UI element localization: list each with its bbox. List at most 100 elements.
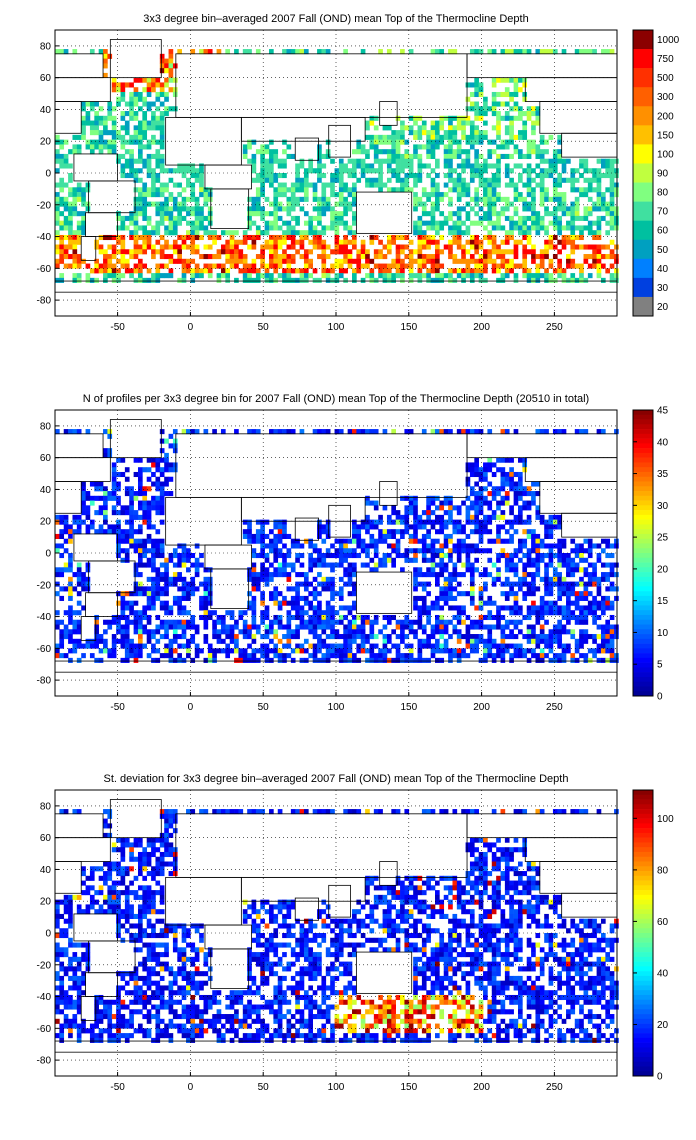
data-cell: [566, 581, 571, 587]
data-cell: [190, 239, 196, 245]
data-cell: [526, 491, 532, 497]
data-cell: [190, 586, 196, 592]
data-cell: [426, 139, 431, 145]
data-cell: [264, 158, 270, 164]
data-cell: [321, 273, 327, 279]
data-cell: [242, 619, 248, 625]
data-cell: [496, 457, 501, 463]
data-cell: [321, 254, 327, 260]
data-cell: [365, 614, 370, 621]
data-cell: [212, 624, 217, 630]
data-cell: [151, 254, 156, 260]
data-cell: [609, 206, 615, 212]
data-cell: [116, 548, 121, 554]
data-cell: [164, 63, 169, 69]
data-cell: [76, 149, 82, 155]
data-cell: [491, 562, 497, 568]
data-cell: [247, 144, 252, 150]
data-cell: [539, 605, 545, 611]
data-cell: [273, 648, 279, 654]
data-cell: [592, 605, 597, 611]
data-cell: [72, 529, 78, 535]
data-cell: [439, 115, 445, 121]
data-cell: [600, 254, 606, 260]
data-cell: [417, 548, 423, 554]
data-cell: [103, 268, 108, 274]
data-cell: [312, 548, 318, 554]
data-cell: [461, 130, 466, 136]
data-cell: [63, 249, 69, 255]
data-cell: [487, 163, 493, 169]
data-cell: [456, 244, 462, 250]
data-cell: [435, 125, 440, 131]
data-cell: [570, 220, 576, 226]
data-cell: [172, 63, 178, 69]
data-cell: [478, 595, 484, 601]
data-cell: [487, 215, 493, 221]
data-cell: [421, 519, 427, 525]
data-cell: [404, 514, 410, 520]
data-cell: [247, 533, 252, 539]
data-cell: [308, 562, 314, 568]
data-cell: [443, 567, 449, 573]
data-cell: [352, 629, 357, 635]
data-cell: [491, 173, 497, 179]
data-cell: [295, 49, 300, 55]
data-cell: [146, 653, 152, 659]
data-cell: [408, 505, 414, 511]
data-cell: [509, 591, 514, 597]
data-cell: [177, 211, 182, 217]
data-cell: [356, 553, 362, 559]
data-cell: [491, 268, 497, 274]
data-cell: [478, 538, 484, 544]
data-cell: [439, 529, 445, 535]
data-cell: [448, 634, 453, 640]
data-cell: [496, 643, 501, 649]
data-cell: [417, 610, 423, 616]
data-cell: [352, 657, 357, 663]
data-cell: [286, 553, 292, 559]
data-cell: [487, 254, 493, 260]
data-cell: [579, 634, 584, 640]
data-cell: [312, 215, 318, 221]
panel-profile-count: N of profiles per 3x3 degree bin for 200…: [0, 380, 696, 760]
data-cell: [59, 182, 65, 188]
data-cell: [251, 206, 257, 212]
data-cell: [295, 624, 300, 630]
data-cell: [321, 230, 327, 236]
data-cell: [426, 163, 431, 169]
data-cell: [352, 215, 357, 221]
data-cell: [194, 562, 200, 568]
data-cell: [111, 467, 117, 473]
data-cell: [587, 182, 593, 188]
data-cell: [469, 168, 475, 174]
data-cell: [107, 130, 113, 136]
data-cell: [509, 471, 514, 478]
data-cell: [443, 182, 449, 188]
data-cell: [391, 519, 396, 525]
data-cell: [539, 595, 545, 601]
data-cell: [247, 234, 252, 241]
data-cell: [81, 653, 86, 659]
data-cell: [426, 643, 431, 649]
data-cell: [142, 115, 148, 121]
data-cell: [343, 643, 348, 649]
data-cell: [552, 49, 558, 55]
data-cell: [382, 538, 388, 544]
data-cell: [242, 258, 248, 264]
data-cell: [391, 158, 396, 164]
data-cell: [605, 244, 611, 250]
data-cell: [338, 192, 344, 198]
data-cell: [600, 49, 606, 55]
data-cell: [574, 648, 580, 654]
data-cell: [474, 158, 479, 164]
data-cell: [400, 638, 405, 644]
data-cell: [103, 491, 108, 497]
data-cell: [269, 182, 274, 188]
data-cell: [255, 648, 261, 654]
data-cell: [496, 624, 501, 630]
data-cell: [513, 591, 519, 597]
data-cell: [116, 629, 121, 635]
data-cell: [373, 643, 379, 649]
data-cell: [76, 225, 82, 231]
